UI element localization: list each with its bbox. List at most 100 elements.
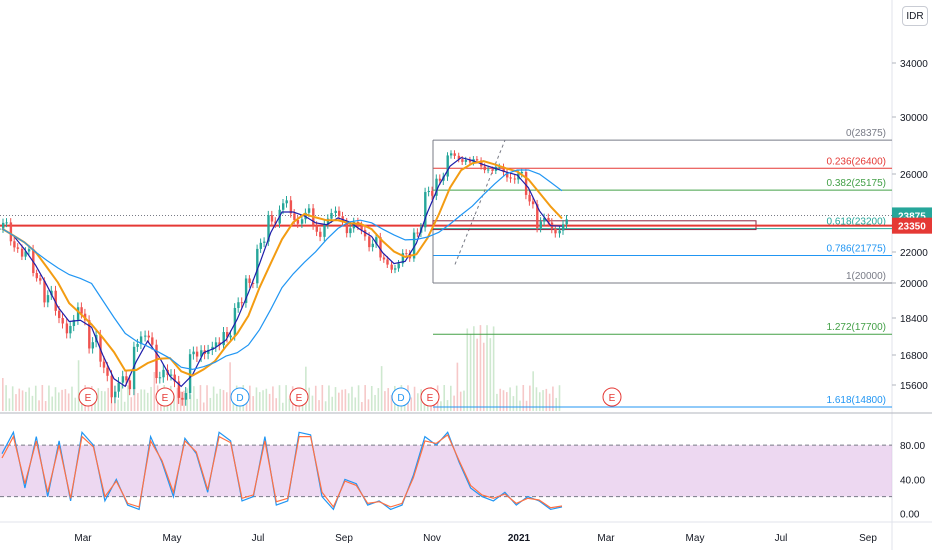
event-marker-earnings[interactable] <box>155 387 175 407</box>
event-marker-label: E <box>85 393 92 404</box>
candle <box>416 232 419 234</box>
candle <box>58 310 61 319</box>
event-marker-earnings[interactable] <box>289 387 309 407</box>
candle <box>487 169 490 171</box>
candle <box>229 335 232 338</box>
candle <box>289 200 293 214</box>
event-marker-dividend[interactable] <box>230 387 250 407</box>
volume-bar <box>545 388 548 411</box>
candle <box>102 361 106 368</box>
volume-bar <box>278 385 281 411</box>
candle <box>244 278 248 303</box>
volume-bar <box>229 362 231 411</box>
candle <box>20 248 24 257</box>
event-marker-earnings[interactable] <box>78 387 98 407</box>
candle <box>558 230 561 234</box>
osc-tick-label: 40.00 <box>900 475 925 486</box>
volume-bar <box>44 401 47 411</box>
candle <box>363 229 367 237</box>
candle <box>371 243 374 248</box>
currency-badge[interactable]: IDR <box>902 6 928 26</box>
x-tick-label: May <box>686 533 705 544</box>
candle <box>539 221 542 229</box>
candle <box>435 178 438 196</box>
volume-bar <box>413 386 416 411</box>
fib-level-label: 0(28375) <box>846 128 886 139</box>
event-marker-label: E <box>296 393 303 404</box>
candle <box>76 307 80 320</box>
volume-bar <box>216 393 218 411</box>
volume-bar <box>387 388 390 411</box>
event-marker-dividend[interactable] <box>391 387 411 407</box>
y-tick-label: 34000 <box>900 59 928 70</box>
candle <box>233 307 237 336</box>
candle <box>506 172 509 178</box>
candle <box>91 342 94 349</box>
volume-bar <box>377 388 380 411</box>
event-marker-earnings[interactable] <box>420 387 440 407</box>
fib-level-label: 1.618(14800) <box>827 395 887 406</box>
fib-level-label: 0.236(26400) <box>827 156 887 167</box>
volume-bar <box>67 393 70 411</box>
volume-bar <box>535 387 538 411</box>
volume-bar <box>496 393 498 411</box>
volume-bar <box>107 387 110 411</box>
candle <box>144 335 147 337</box>
stoch-band <box>0 445 892 497</box>
volume-bar <box>502 390 505 411</box>
volume-bar <box>176 387 179 411</box>
volume-bar <box>324 401 327 411</box>
volume-bar <box>384 391 386 411</box>
volume-bar <box>153 372 156 411</box>
candle <box>285 200 288 204</box>
volume-bar <box>2 378 4 411</box>
volume-bar <box>146 392 149 411</box>
event-marker-earnings[interactable] <box>602 387 622 407</box>
volume-bar <box>173 395 175 411</box>
event-marker-label: E <box>609 393 616 404</box>
volume-bar <box>61 389 63 411</box>
volume-bar <box>525 400 528 411</box>
candle <box>88 320 91 349</box>
volume-bar <box>104 391 106 411</box>
candle <box>181 397 184 400</box>
volume-bar <box>51 396 54 411</box>
volume-bar <box>492 326 495 411</box>
candle <box>424 192 427 228</box>
candle <box>69 326 72 334</box>
candle <box>296 219 300 224</box>
candle <box>270 215 274 222</box>
candle <box>475 159 479 161</box>
candle <box>136 344 139 347</box>
volume-bar <box>285 385 287 411</box>
x-tick-label: Jul <box>252 533 265 544</box>
candle <box>536 204 539 229</box>
candle <box>72 319 76 327</box>
candle <box>35 273 38 279</box>
candle <box>457 155 461 160</box>
volume-bar <box>515 385 518 411</box>
candle <box>274 221 277 224</box>
x-tick-label: Jul <box>775 533 788 544</box>
candle <box>315 225 318 232</box>
volume-bar <box>8 398 11 411</box>
volume-bar <box>120 385 123 411</box>
volume-bar <box>189 394 192 411</box>
candle <box>121 376 125 383</box>
candle <box>192 351 195 355</box>
candle <box>345 222 349 234</box>
candle <box>554 228 557 234</box>
fib-level-label: 0.382(25175) <box>827 178 887 189</box>
volume-bar <box>212 386 215 411</box>
volume-bar <box>354 397 357 411</box>
volume-bar <box>262 390 264 411</box>
candle <box>326 218 330 225</box>
candle <box>464 159 468 162</box>
volume-bar <box>558 385 561 411</box>
volume-bar <box>370 385 373 411</box>
volume-bar <box>150 386 152 411</box>
candle <box>132 346 136 390</box>
candle <box>110 375 113 398</box>
candle <box>267 215 270 242</box>
